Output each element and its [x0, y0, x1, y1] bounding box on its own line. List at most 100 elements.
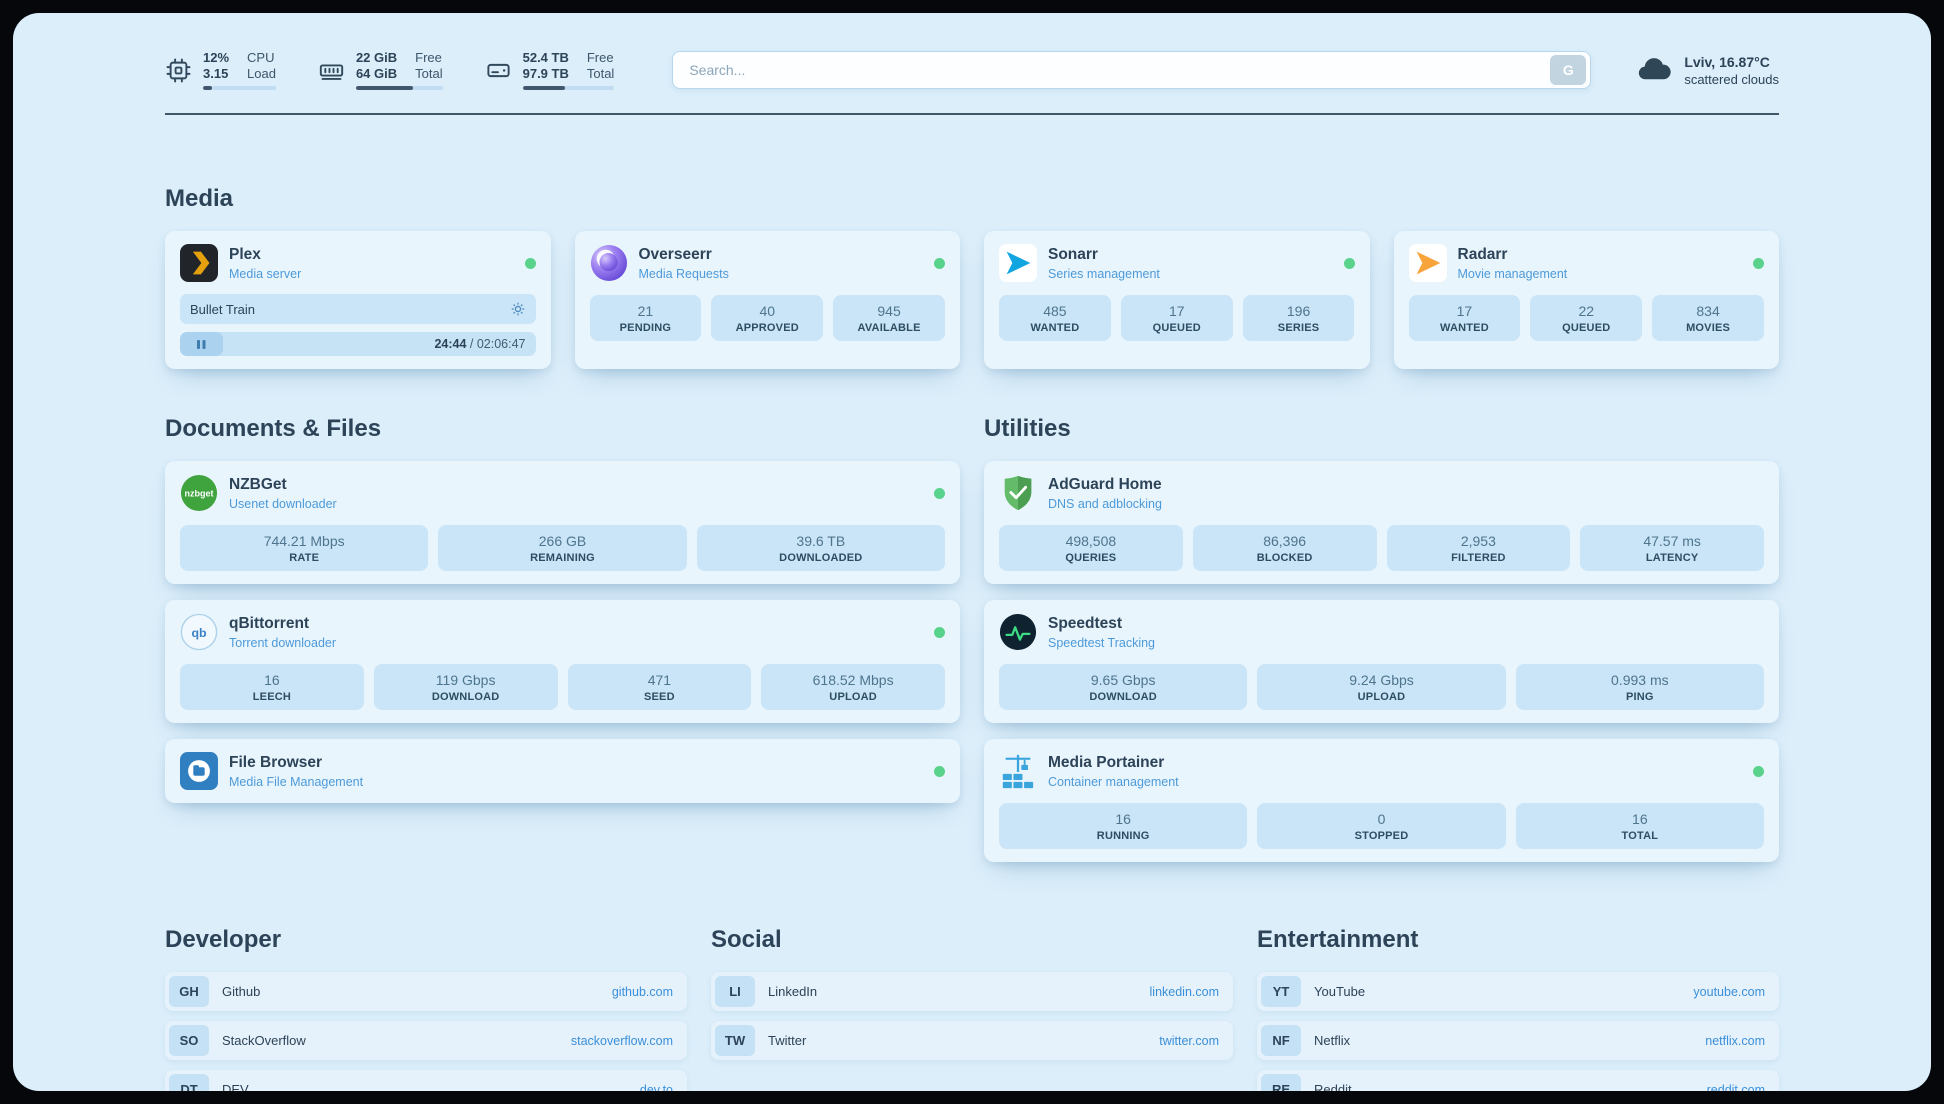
plex-icon — [180, 244, 218, 282]
app-subtitle: Speedtest Tracking — [1048, 635, 1156, 650]
weather-condition: scattered clouds — [1684, 71, 1779, 87]
stat-available: 945 AVAILABLE — [833, 295, 945, 341]
disk-free: 52.4 TB — [522, 50, 569, 65]
cpu-label-bottom: Load — [247, 66, 276, 81]
bookmark-youtube[interactable]: YT YouTube youtube.com — [1257, 972, 1779, 1011]
app-card-speedtest[interactable]: Speedtest Speedtest Tracking 9.65 Gbps D… — [984, 600, 1779, 723]
status-dot — [1753, 765, 1764, 777]
app-name: File Browser — [229, 753, 323, 771]
disk-label-top: Free — [586, 50, 614, 65]
app-name: Speedtest — [1048, 614, 1123, 632]
stat-label: REMAINING — [530, 552, 595, 564]
stat-value: 471 — [647, 672, 672, 688]
dashboard-page: 12% CPU 3.15 Load 22 — [13, 13, 1931, 1091]
bookmark-dev[interactable]: DT DEV dev.to — [165, 1070, 687, 1091]
stat-value: 17 — [1168, 303, 1185, 319]
section-media: Media Plex Media server Bullet Train — [165, 185, 1779, 369]
stats-row: 16 RUNNING 0 STOPPED 16 TOTAL — [999, 803, 1764, 849]
bookmark-group-developer: Developer GH Github github.com SO StackO… — [165, 926, 687, 1091]
app-card-overseerr[interactable]: Overseerr Media Requests 21 PENDING 40 A… — [574, 231, 960, 369]
app-name: NZBGet — [229, 475, 287, 493]
bookmark-netflix[interactable]: NF Netflix netflix.com — [1257, 1021, 1779, 1060]
stat-label: UPLOAD — [829, 691, 877, 703]
ram-progress-bar — [355, 86, 443, 90]
radarr-icon — [1408, 244, 1447, 282]
stat-label: BLOCKED — [1256, 552, 1313, 564]
bookmark-url: github.com — [611, 984, 673, 999]
disk-label-bottom: Total — [586, 66, 615, 81]
stat-value: 9.65 Gbps — [1090, 672, 1156, 688]
bookmark-abbr: YT — [1261, 976, 1301, 1007]
pause-icon[interactable] — [196, 339, 207, 350]
ram-total: 64 GiB — [355, 66, 398, 81]
app-card-plex[interactable]: Plex Media server Bullet Train — [165, 231, 551, 369]
time-current: 24:44 — [434, 337, 467, 351]
stat-label: QUEUED — [1562, 322, 1611, 334]
bookmark-url: youtube.com — [1693, 984, 1765, 999]
portainer-header: Media Portainer Container management — [999, 752, 1764, 790]
system-monitors: 12% CPU 3.15 Load 22 — [165, 50, 615, 90]
bookmark-group-entertainment: Entertainment YT YouTube youtube.com NF … — [1257, 926, 1779, 1091]
stat-stopped: 0 STOPPED — [1257, 803, 1506, 849]
gear-icon[interactable] — [510, 301, 526, 317]
bookmark-stackoverflow[interactable]: SO StackOverflow stackoverflow.com — [165, 1021, 687, 1060]
app-card-radarr[interactable]: Radarr Movie management 17 WANTED 22 QUE… — [1393, 231, 1779, 369]
radarr-header: Radarr Movie management — [1408, 244, 1764, 282]
stat-label: QUEUED — [1152, 322, 1201, 334]
plex-progress-track[interactable]: 24:44 / 02:06:47 — [180, 332, 536, 356]
stat-value: 0.993 ms — [1611, 672, 1669, 688]
sonarr-header: Sonarr Series management — [999, 244, 1355, 282]
adguard-header: AdGuard Home DNS and adblocking — [999, 474, 1764, 512]
search-engine-button[interactable]: G — [1550, 55, 1587, 85]
stat-downloaded: 39.6 TB DOWNLOADED — [696, 525, 945, 571]
stats-row: 16 LEECH 119 Gbps DOWNLOAD 471 SEED 618.… — [180, 664, 945, 710]
stat-download: 119 Gbps DOWNLOAD — [373, 664, 558, 710]
bookmark-reddit[interactable]: RE Reddit reddit.com — [1257, 1070, 1779, 1091]
bookmark-name: LinkedIn — [768, 984, 818, 999]
app-card-adguard[interactable]: AdGuard Home DNS and adblocking 498,508 … — [984, 461, 1779, 584]
stat-label: QUERIES — [1065, 552, 1117, 564]
bookmark-name: Twitter — [768, 1033, 807, 1048]
stat-total: 16 TOTAL — [1515, 803, 1764, 849]
bookmark-abbr: SO — [169, 1025, 209, 1056]
stat-queries: 498,508 QUERIES — [999, 525, 1183, 571]
search-input[interactable] — [687, 61, 1551, 79]
app-card-sonarr[interactable]: Sonarr Series management 485 WANTED 17 Q… — [984, 231, 1370, 369]
bookmark-github[interactable]: GH Github github.com — [165, 972, 687, 1011]
stat-value: 119 Gbps — [435, 672, 496, 688]
stat-label: DOWNLOADED — [779, 552, 863, 564]
stat-queued: 17 QUEUED — [1120, 295, 1233, 341]
stat-value: 47.57 ms — [1643, 533, 1701, 549]
app-name: Plex — [229, 245, 261, 263]
bookmark-linkedin[interactable]: LI LinkedIn linkedin.com — [711, 972, 1233, 1011]
stat-value: 498,508 — [1065, 533, 1117, 549]
filebrowser-header: File Browser Media File Management — [180, 752, 945, 790]
bookmark-url: twitter.com — [1159, 1033, 1219, 1048]
bookmark-twitter[interactable]: TW Twitter twitter.com — [711, 1021, 1233, 1060]
cpu-percent: 12% — [203, 50, 230, 65]
sonarr-icon — [999, 244, 1037, 282]
cloud-icon — [1635, 53, 1673, 88]
plex-header: Plex Media server — [180, 244, 536, 282]
stat-value: 9.24 Gbps — [1349, 672, 1414, 688]
bookmark-name: Github — [222, 984, 261, 999]
bookmark-url: dev.to — [639, 1082, 673, 1092]
disk-progress-bar — [522, 86, 615, 90]
app-card-portainer[interactable]: Media Portainer Container management 16 … — [984, 739, 1779, 862]
stat-movies: 834 MOVIES — [1652, 295, 1764, 341]
app-card-filebrowser[interactable]: File Browser Media File Management — [165, 739, 960, 803]
stat-label: PING — [1625, 691, 1654, 703]
stat-value: 16 — [1632, 811, 1648, 827]
stat-label: WANTED — [1030, 322, 1080, 334]
ram-progress-fill — [355, 86, 414, 90]
app-subtitle: Torrent downloader — [229, 635, 337, 650]
app-card-qbittorrent[interactable]: qb qBittorrent Torrent downloader 16 LEE… — [165, 600, 960, 723]
ram-label-top: Free — [415, 50, 442, 65]
stats-row: 9.65 Gbps DOWNLOAD 9.24 Gbps UPLOAD 0.99… — [999, 664, 1764, 710]
cpu-progress-bar — [203, 86, 276, 90]
app-card-nzbget[interactable]: nzbget NZBGet Usenet downloader 744.21 M… — [165, 461, 960, 584]
stat-label: AVAILABLE — [857, 322, 921, 334]
bookmark-name: StackOverflow — [222, 1033, 306, 1048]
overseerr-icon — [590, 244, 628, 282]
